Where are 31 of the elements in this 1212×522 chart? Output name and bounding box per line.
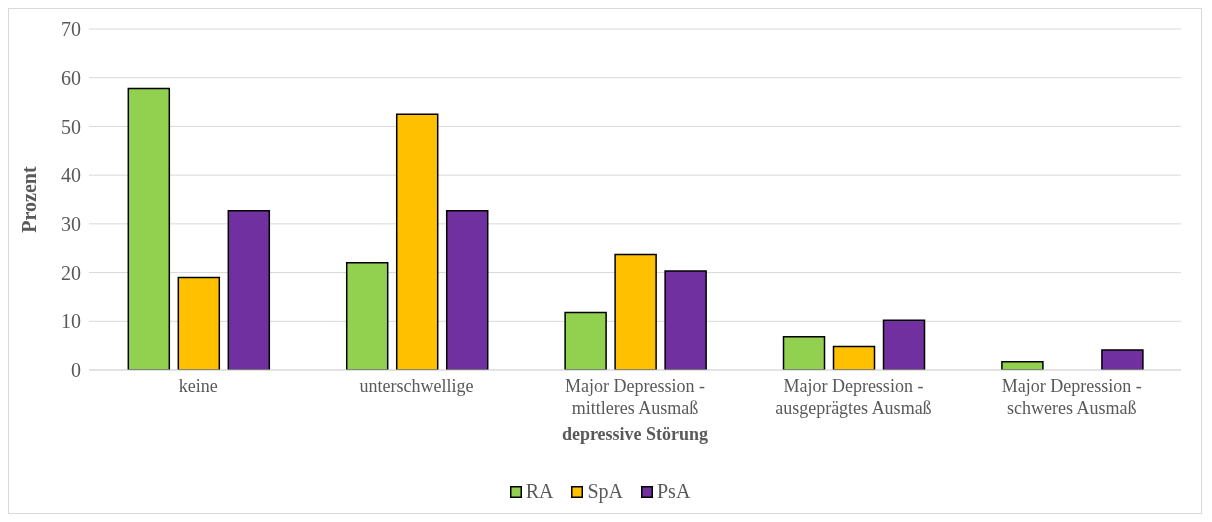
y-tick-label: 0 bbox=[71, 359, 81, 382]
bar bbox=[227, 209, 271, 370]
y-tick-label: 50 bbox=[61, 115, 81, 138]
legend-label: RA bbox=[524, 480, 554, 503]
y-tick-label: 40 bbox=[61, 164, 81, 187]
x-tick-label: Major Depression - schweres Ausmaß bbox=[1001, 376, 1142, 418]
bar bbox=[882, 319, 926, 370]
legend-label: PsA bbox=[656, 480, 691, 503]
bar bbox=[345, 262, 389, 370]
x-tick-label: Major Depression - ausgeprägtes Ausmaß bbox=[775, 376, 932, 418]
bar bbox=[564, 311, 607, 370]
bar bbox=[1001, 360, 1044, 370]
x-tick-label: unterschwellige bbox=[359, 376, 474, 396]
y-tick-label: 60 bbox=[61, 66, 81, 89]
bar bbox=[177, 276, 221, 370]
y-axis-title: Prozent bbox=[18, 166, 41, 233]
bar bbox=[614, 253, 657, 370]
bar bbox=[664, 270, 707, 370]
bar bbox=[445, 209, 489, 370]
y-tick-label: 30 bbox=[61, 212, 81, 235]
bar bbox=[395, 113, 439, 370]
y-tick-label: 20 bbox=[61, 261, 81, 284]
y-tick-label: 10 bbox=[61, 310, 81, 333]
y-tick-label: 70 bbox=[61, 18, 81, 41]
x-tick-label: keine bbox=[178, 376, 218, 396]
bar bbox=[782, 336, 826, 370]
legend-label: SpA bbox=[586, 480, 623, 503]
bar bbox=[1101, 349, 1144, 370]
bar bbox=[127, 87, 171, 370]
bar bbox=[832, 345, 876, 370]
x-axis-title: depressive Störung bbox=[561, 424, 709, 444]
